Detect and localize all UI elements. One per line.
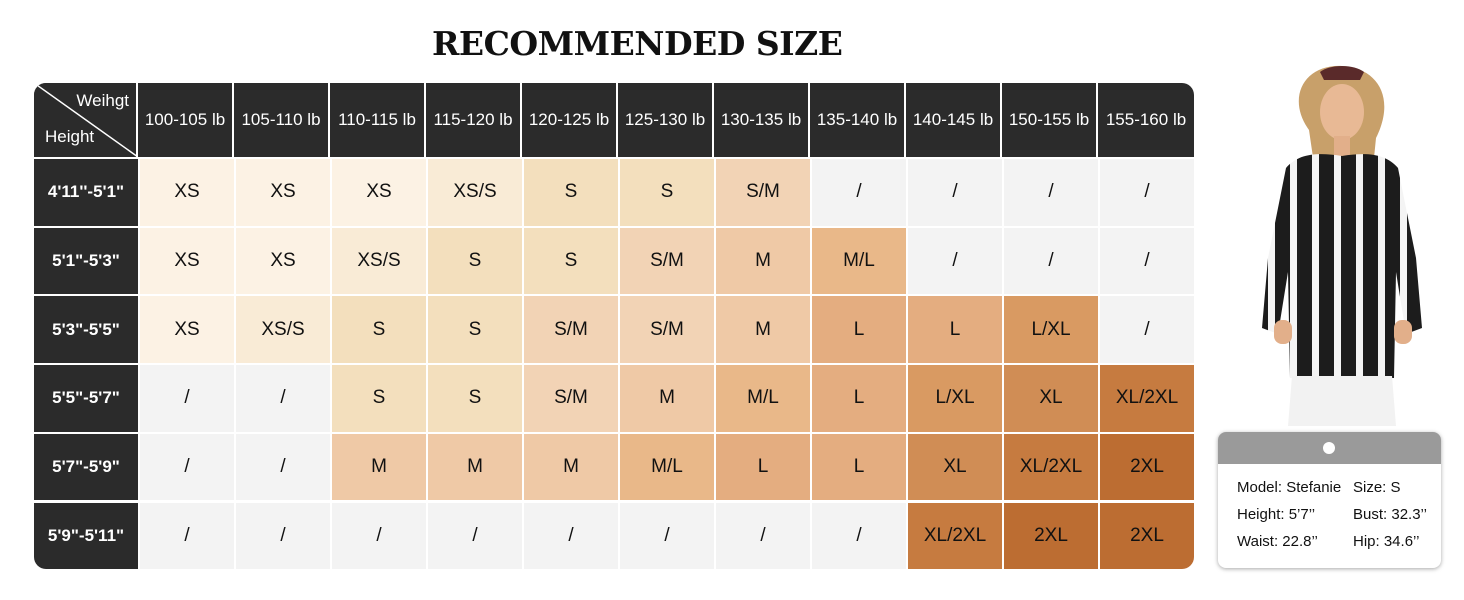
model-hip: Hip: 34.6’’: [1353, 533, 1420, 550]
height-row-header: 4'11''-5'1": [34, 157, 138, 226]
size-cell: M: [522, 431, 618, 501]
size-cell: S: [618, 157, 714, 226]
size-cell: /: [330, 500, 426, 569]
size-cell: S: [522, 157, 618, 226]
weight-header: 120-125 lb: [522, 83, 618, 157]
size-cell: /: [426, 500, 522, 569]
size-cell: S/M: [618, 294, 714, 364]
size-cell: M: [426, 431, 522, 501]
model-info-card: Model: Stefanie Size: S Height: 5’7’’ Bu…: [1218, 432, 1441, 568]
size-cell: XL/2XL: [1002, 431, 1098, 501]
size-cell: XS: [138, 157, 234, 226]
size-cell: XL: [1002, 363, 1098, 432]
weight-header: 115-120 lb: [426, 83, 522, 157]
size-cell: L/XL: [906, 363, 1002, 432]
size-cell: /: [138, 431, 234, 501]
size-cell: XS/S: [330, 225, 426, 295]
size-cell: S: [426, 294, 522, 364]
size-cell: 2XL: [1002, 500, 1098, 569]
height-row-header: 5'1"-5'3": [34, 225, 138, 295]
size-cell: L: [810, 294, 906, 364]
size-cell: /: [1002, 157, 1098, 226]
size-cell: M/L: [714, 363, 810, 432]
size-cell: /: [1098, 225, 1194, 295]
size-cell: /: [234, 363, 330, 432]
weight-header: 100-105 lb: [138, 83, 234, 157]
model-name: Model: Stefanie: [1237, 479, 1342, 496]
size-cell: /: [522, 500, 618, 569]
size-cell: S: [426, 363, 522, 432]
size-cell: 2XL: [1098, 431, 1194, 501]
size-cell: M/L: [618, 431, 714, 501]
size-cell: XS: [138, 294, 234, 364]
height-row-header: 5'3"-5'5": [34, 294, 138, 364]
size-chart-table: Weihgt Height 100-105 lb 105-110 lb 110-11…: [34, 83, 1194, 569]
size-cell: S/M: [522, 294, 618, 364]
card-header: [1218, 432, 1441, 464]
size-cell: XS: [138, 225, 234, 295]
size-cell: /: [810, 500, 906, 569]
size-cell: XS: [234, 225, 330, 295]
size-cell: S/M: [714, 157, 810, 226]
size-cell: L: [906, 294, 1002, 364]
size-cell: /: [906, 225, 1002, 295]
size-cell: XL: [906, 431, 1002, 501]
size-cell: L: [810, 363, 906, 432]
size-cell: /: [618, 500, 714, 569]
size-cell: XL/2XL: [1098, 363, 1194, 432]
weight-header: 125-130 lb: [618, 83, 714, 157]
height-row-header: 5'5"-5'7": [34, 363, 138, 432]
weight-axis-label: Weihgt: [76, 91, 129, 110]
model-photo-icon: [1262, 65, 1422, 426]
size-cell: /: [1098, 157, 1194, 226]
diagonal-divider-icon: [34, 83, 138, 157]
size-cell: L: [810, 431, 906, 501]
size-cell: 2XL: [1098, 500, 1194, 569]
model-height: Height: 5’7’’: [1237, 506, 1316, 523]
model-size: Size: S: [1353, 479, 1401, 496]
size-cell: /: [234, 431, 330, 501]
weight-header: 150-155 lb: [1002, 83, 1098, 157]
size-cell: /: [234, 500, 330, 569]
size-cell: XS: [234, 157, 330, 226]
size-cell: M: [330, 431, 426, 501]
height-axis-label: Height: [45, 127, 95, 146]
weight-header: 155-160 lb: [1105, 110, 1187, 129]
weight-header: 130-135 lb: [714, 83, 810, 157]
size-cell: XL/2XL: [906, 500, 1002, 569]
size-cell: /: [906, 157, 1002, 226]
card-hole-icon: [1323, 442, 1335, 454]
size-cell: L/XL: [1002, 294, 1098, 364]
size-cell: S: [426, 225, 522, 295]
height-row-header: 5'7"-5'9": [34, 431, 138, 501]
size-cell: /: [138, 500, 234, 569]
weight-header: 140-145 lb: [906, 83, 1002, 157]
size-cell: /: [1002, 225, 1098, 295]
size-cell: M: [714, 294, 810, 364]
size-cell: /: [1098, 294, 1194, 364]
size-cell: XS/S: [234, 294, 330, 364]
size-cell: S/M: [522, 363, 618, 432]
size-cell: XS: [330, 157, 426, 226]
weight-header: 105-110 lb: [234, 83, 330, 157]
model-waist: Waist: 22.8’’: [1237, 533, 1318, 550]
size-cell: S: [330, 363, 426, 432]
size-cell: /: [138, 363, 234, 432]
corner-cell: Weihgt Height: [34, 83, 138, 157]
page-title: RECOMMENDED SIZE: [432, 24, 843, 63]
size-cell: M: [618, 363, 714, 432]
size-cell: S: [522, 225, 618, 295]
size-cell: M/L: [810, 225, 906, 295]
size-cell: XS/S: [426, 157, 522, 226]
height-row-header: 5'9"-5'11": [34, 500, 138, 569]
weight-header: 110-115 lb: [330, 83, 426, 157]
size-cell: S: [330, 294, 426, 364]
size-cell: /: [810, 157, 906, 226]
weight-header: 135-140 lb: [810, 83, 906, 157]
size-cell: L: [714, 431, 810, 501]
size-cell: M: [714, 225, 810, 295]
size-cell: S/M: [618, 225, 714, 295]
model-bust: Bust: 32.3’’: [1353, 506, 1427, 523]
size-cell: /: [714, 500, 810, 569]
